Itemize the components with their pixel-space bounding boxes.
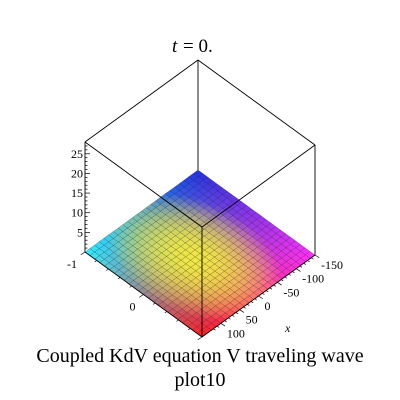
x-tick-mark [307, 260, 310, 263]
x-tick-mark [280, 279, 284, 282]
x-tick-mark [228, 317, 231, 320]
y-tick-mark [129, 285, 132, 288]
y-tick-mark [176, 319, 179, 322]
x-tick-mark [273, 284, 276, 287]
plot-box-back-edges [84, 59, 316, 255]
x-tick-label: -100 [302, 272, 324, 286]
x-tick-label: -50 [283, 285, 299, 299]
x-tick-mark [284, 276, 288, 279]
y-tick-mark [117, 277, 121, 280]
x-tick-mark [314, 254, 320, 259]
x-tick-label: 0 [265, 299, 271, 313]
x-tick-label: -150 [321, 258, 343, 272]
caption-line-2: plot10 [174, 369, 226, 391]
x-tick-mark [235, 312, 239, 315]
y-tick-mark [94, 260, 97, 263]
x-tick-mark [254, 298, 258, 301]
y-tick-mark [197, 336, 203, 341]
x-tick-mark [311, 257, 314, 260]
x-axis-label: x [284, 321, 291, 335]
x-tick-mark [269, 287, 273, 290]
plot-title-variable: t [172, 36, 178, 57]
x-tick-label: 50 [246, 313, 258, 327]
x-tick-mark [303, 262, 307, 265]
x-tick-mark [265, 290, 269, 293]
y-tick-mark [152, 302, 156, 305]
y-tick-mark [187, 328, 191, 331]
x-tick-mark [295, 268, 301, 272]
x-tick-mark [277, 282, 282, 286]
x-tick-label: 100 [227, 326, 245, 340]
box-edge-back-4 [197, 59, 316, 146]
x-tick-mark [231, 314, 235, 317]
x-tick-mark [288, 273, 291, 276]
x-tick-mark [213, 328, 216, 331]
z-tick-label: 20 [71, 166, 83, 180]
box-edge-back-3 [84, 59, 199, 143]
z-tick-label: 5 [77, 225, 83, 239]
caption-line-1: Coupled KdV equation V traveling wave [36, 345, 364, 367]
x-tick-mark [247, 303, 250, 306]
z-tick-label: 10 [71, 206, 83, 220]
z-tick-label: 25 [71, 147, 83, 161]
box-edge-front-1 [84, 141, 203, 228]
x-tick-mark [292, 271, 295, 274]
z-tick-label: 15 [71, 186, 83, 200]
y-tick-mark [164, 311, 168, 314]
box-edge-front-2 [201, 144, 316, 228]
x-tick-mark [216, 325, 220, 328]
surface-mesh [84, 169, 316, 338]
y-tick-label: 0 [130, 300, 136, 314]
y-tick-label: -1 [67, 257, 77, 271]
x-tick-mark [262, 292, 265, 295]
y-tick-mark [106, 268, 109, 271]
plot-title-value: = 0. [183, 36, 213, 57]
x-tick-mark [220, 323, 226, 327]
x-tick-mark [250, 301, 254, 304]
x-tick-mark [243, 306, 246, 309]
x-tick-mark [224, 320, 227, 323]
x-tick-mark [239, 309, 245, 313]
x-tick-mark [258, 295, 263, 300]
y-tick-mark [80, 251, 86, 256]
x-tick-mark [299, 265, 303, 268]
y-tick-mark [139, 294, 144, 298]
